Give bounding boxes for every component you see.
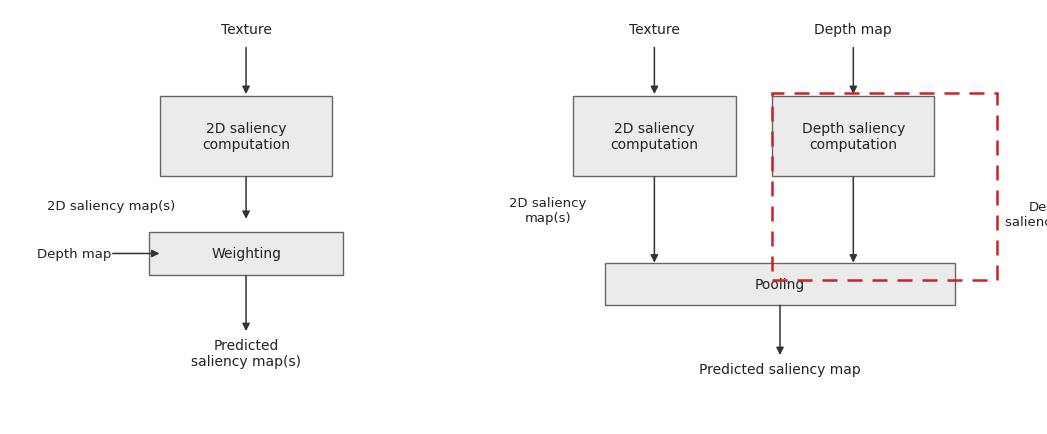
Text: Depth
saliency map: Depth saliency map (1005, 201, 1047, 229)
Text: Depth saliency
computation: Depth saliency computation (802, 122, 905, 152)
FancyBboxPatch shape (149, 232, 343, 276)
Text: Depth map: Depth map (37, 247, 111, 260)
FancyBboxPatch shape (574, 96, 735, 177)
Text: Predicted saliency map: Predicted saliency map (699, 362, 861, 376)
Text: 2D saliency
computation: 2D saliency computation (202, 122, 290, 152)
Text: Pooling: Pooling (755, 277, 805, 291)
Text: Weighting: Weighting (211, 247, 281, 261)
Text: 2D saliency
map(s): 2D saliency map(s) (509, 197, 586, 224)
Text: Texture: Texture (629, 23, 680, 37)
Text: 2D saliency map(s): 2D saliency map(s) (47, 200, 175, 213)
FancyBboxPatch shape (772, 96, 934, 177)
Bar (772, 93, 997, 280)
FancyBboxPatch shape (159, 96, 333, 177)
Text: 2D saliency
computation: 2D saliency computation (610, 122, 698, 152)
Text: Texture: Texture (221, 23, 271, 37)
Text: Predicted
saliency map(s): Predicted saliency map(s) (191, 339, 302, 368)
FancyBboxPatch shape (605, 264, 955, 305)
Text: Depth map: Depth map (815, 23, 892, 37)
